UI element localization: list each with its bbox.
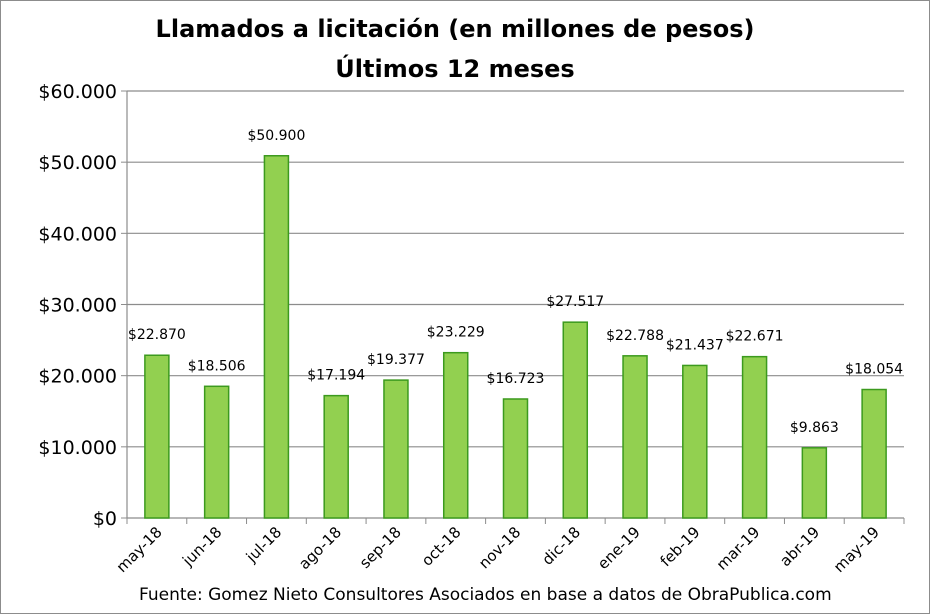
y-tick-label: $50.000 [38, 152, 117, 174]
bar [502, 398, 529, 519]
x-tick-label: ene-19 [594, 523, 644, 573]
y-tick-label: $0 [93, 508, 117, 530]
data-label: $22.870 [128, 327, 186, 343]
bar [383, 379, 409, 519]
y-tick-label: $60.000 [38, 81, 117, 103]
data-label: $16.723 [487, 371, 545, 387]
chart-title: Llamados a licitación (en millones de pe… [155, 15, 755, 43]
data-label: $19.377 [367, 352, 425, 368]
x-tick-label: oct-18 [418, 523, 465, 570]
data-label: $27.517 [546, 294, 604, 310]
data-label: $50.900 [247, 128, 305, 144]
x-tick-label: may-19 [830, 523, 883, 576]
data-label: $23.229 [427, 325, 485, 341]
x-tick-label: jul-18 [242, 523, 285, 566]
bar [442, 351, 469, 519]
bar [144, 354, 170, 519]
data-label: $21.437 [666, 337, 724, 353]
y-tick-label: $40.000 [38, 223, 117, 245]
y-tick-label: $10.000 [38, 437, 117, 459]
y-tick-label: $20.000 [38, 366, 117, 388]
data-label: $9.863 [790, 420, 839, 436]
x-tick-label: may-18 [113, 523, 166, 576]
bar [861, 388, 887, 519]
chart-source-note: Fuente: Gomez Nieto Consultores Asociado… [139, 585, 832, 605]
chart-subtitle: Últimos 12 meses [335, 55, 575, 83]
x-tick-label: feb-19 [657, 523, 704, 570]
bar [562, 321, 589, 519]
x-tick-label: sep-18 [356, 523, 405, 572]
data-label: $22.788 [606, 328, 664, 344]
bar [203, 385, 230, 519]
x-tick-label: dic-18 [539, 523, 585, 569]
x-tick-label: abr-19 [776, 523, 823, 570]
y-tick-label: $30.000 [38, 295, 117, 317]
data-label: $22.671 [726, 329, 784, 345]
x-tick-label: mar-19 [713, 523, 764, 574]
x-tick-label: ago-18 [295, 523, 345, 573]
bar [801, 447, 828, 519]
data-label: $18.506 [188, 358, 246, 374]
x-tick-label: nov-18 [475, 523, 524, 572]
bar [622, 355, 648, 519]
data-label: $18.054 [845, 362, 903, 378]
bar [263, 155, 290, 519]
data-label: $17.194 [307, 368, 365, 384]
bar [323, 394, 349, 519]
bar [741, 355, 768, 519]
bar [682, 364, 708, 519]
x-tick-label: jun-18 [178, 523, 225, 570]
